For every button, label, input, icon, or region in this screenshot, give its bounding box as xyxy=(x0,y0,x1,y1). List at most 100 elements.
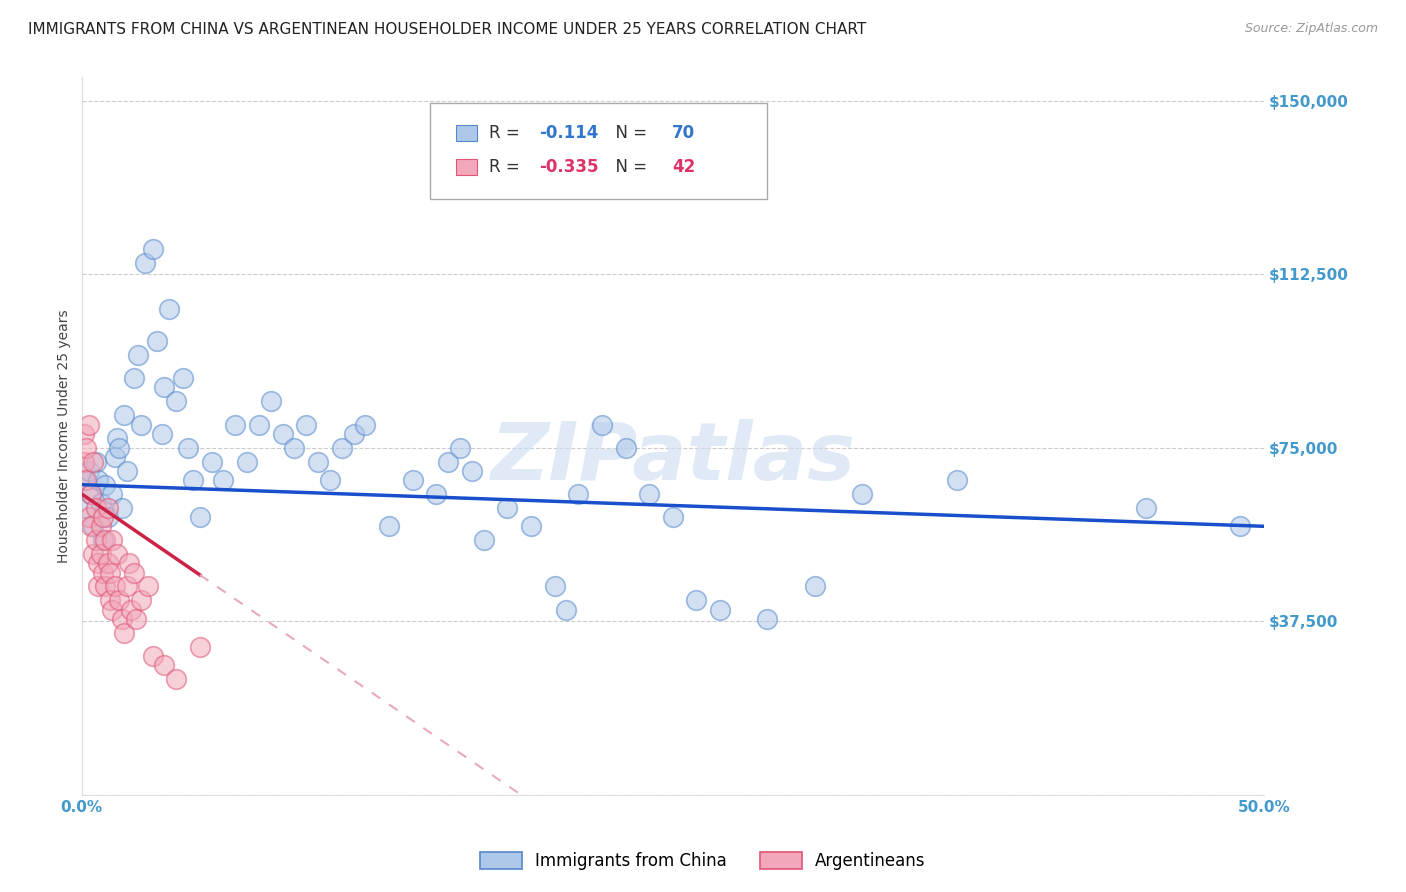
Point xyxy=(98,593,121,607)
Point xyxy=(87,557,110,571)
FancyBboxPatch shape xyxy=(430,103,768,200)
Point xyxy=(84,533,107,548)
Point xyxy=(104,450,127,464)
Point xyxy=(89,519,111,533)
Point xyxy=(82,454,104,468)
Legend: Immigrants from China, Argentineans: Immigrants from China, Argentineans xyxy=(474,845,932,877)
Point xyxy=(709,602,731,616)
Point xyxy=(89,496,111,510)
Point xyxy=(73,426,96,441)
Point xyxy=(129,593,152,607)
Point xyxy=(127,348,149,362)
Text: -0.114: -0.114 xyxy=(538,124,598,143)
Point xyxy=(402,473,425,487)
Point xyxy=(77,510,100,524)
Point xyxy=(157,301,180,316)
Point xyxy=(1229,519,1251,533)
Point xyxy=(141,242,163,256)
Point xyxy=(165,394,187,409)
Point xyxy=(94,533,117,548)
Point xyxy=(82,547,104,561)
Text: R =: R = xyxy=(489,158,524,176)
Point xyxy=(115,464,138,478)
Point xyxy=(97,510,120,524)
Point xyxy=(437,454,460,468)
Point xyxy=(224,417,246,432)
Text: Source: ZipAtlas.com: Source: ZipAtlas.com xyxy=(1244,22,1378,36)
Point xyxy=(188,640,211,654)
Point xyxy=(75,441,97,455)
Point xyxy=(283,441,305,455)
Point xyxy=(247,417,270,432)
Point xyxy=(75,500,97,515)
Text: 42: 42 xyxy=(672,158,696,176)
Point xyxy=(181,473,204,487)
Point xyxy=(80,519,103,533)
Point xyxy=(73,454,96,468)
Point xyxy=(77,464,100,478)
Point xyxy=(122,371,145,385)
Point xyxy=(520,519,543,533)
Point xyxy=(614,441,637,455)
Point xyxy=(97,557,120,571)
Point xyxy=(80,487,103,501)
FancyBboxPatch shape xyxy=(457,126,477,141)
Point xyxy=(118,557,141,571)
Point xyxy=(172,371,194,385)
Point xyxy=(449,441,471,455)
Point xyxy=(236,454,259,468)
Point xyxy=(73,473,96,487)
Point xyxy=(115,579,138,593)
Point xyxy=(638,487,661,501)
Point xyxy=(108,593,131,607)
Point xyxy=(803,579,825,593)
Point xyxy=(851,487,873,501)
Point xyxy=(260,394,283,409)
Point xyxy=(112,409,135,423)
Point xyxy=(496,500,519,515)
Point xyxy=(98,566,121,580)
Point xyxy=(685,593,707,607)
Point xyxy=(84,454,107,468)
Point xyxy=(354,417,377,432)
Point xyxy=(122,566,145,580)
Point xyxy=(87,579,110,593)
Point xyxy=(555,602,578,616)
Point xyxy=(91,533,114,548)
Point xyxy=(129,417,152,432)
Point xyxy=(146,334,169,349)
Point xyxy=(112,625,135,640)
Point xyxy=(84,500,107,515)
Point xyxy=(89,547,111,561)
Text: IMMIGRANTS FROM CHINA VS ARGENTINEAN HOUSEHOLDER INCOME UNDER 25 YEARS CORRELATI: IMMIGRANTS FROM CHINA VS ARGENTINEAN HOU… xyxy=(28,22,866,37)
Point xyxy=(91,510,114,524)
Point xyxy=(101,487,124,501)
Point xyxy=(101,533,124,548)
Point xyxy=(94,579,117,593)
Point xyxy=(472,533,495,548)
Point xyxy=(120,602,142,616)
Point xyxy=(425,487,447,501)
Point xyxy=(136,579,159,593)
Point xyxy=(111,500,134,515)
Point xyxy=(307,454,329,468)
Point xyxy=(378,519,401,533)
Point xyxy=(77,417,100,432)
Point xyxy=(461,464,484,478)
Point xyxy=(945,473,967,487)
Text: ZIPatlas: ZIPatlas xyxy=(491,418,855,497)
Point xyxy=(1135,500,1157,515)
Point xyxy=(105,547,128,561)
Point xyxy=(295,417,318,432)
FancyBboxPatch shape xyxy=(457,159,477,175)
Point xyxy=(82,519,104,533)
Point xyxy=(662,510,685,524)
Point xyxy=(271,426,294,441)
Point xyxy=(75,473,97,487)
Y-axis label: Householder Income Under 25 years: Householder Income Under 25 years xyxy=(58,310,72,563)
Point xyxy=(150,426,173,441)
Point xyxy=(80,487,103,501)
Point xyxy=(97,500,120,515)
Text: R =: R = xyxy=(489,124,524,143)
Point xyxy=(108,441,131,455)
